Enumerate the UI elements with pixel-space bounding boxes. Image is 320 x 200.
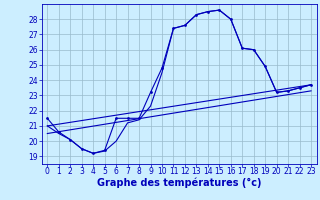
X-axis label: Graphe des températures (°c): Graphe des températures (°c) bbox=[97, 178, 261, 188]
